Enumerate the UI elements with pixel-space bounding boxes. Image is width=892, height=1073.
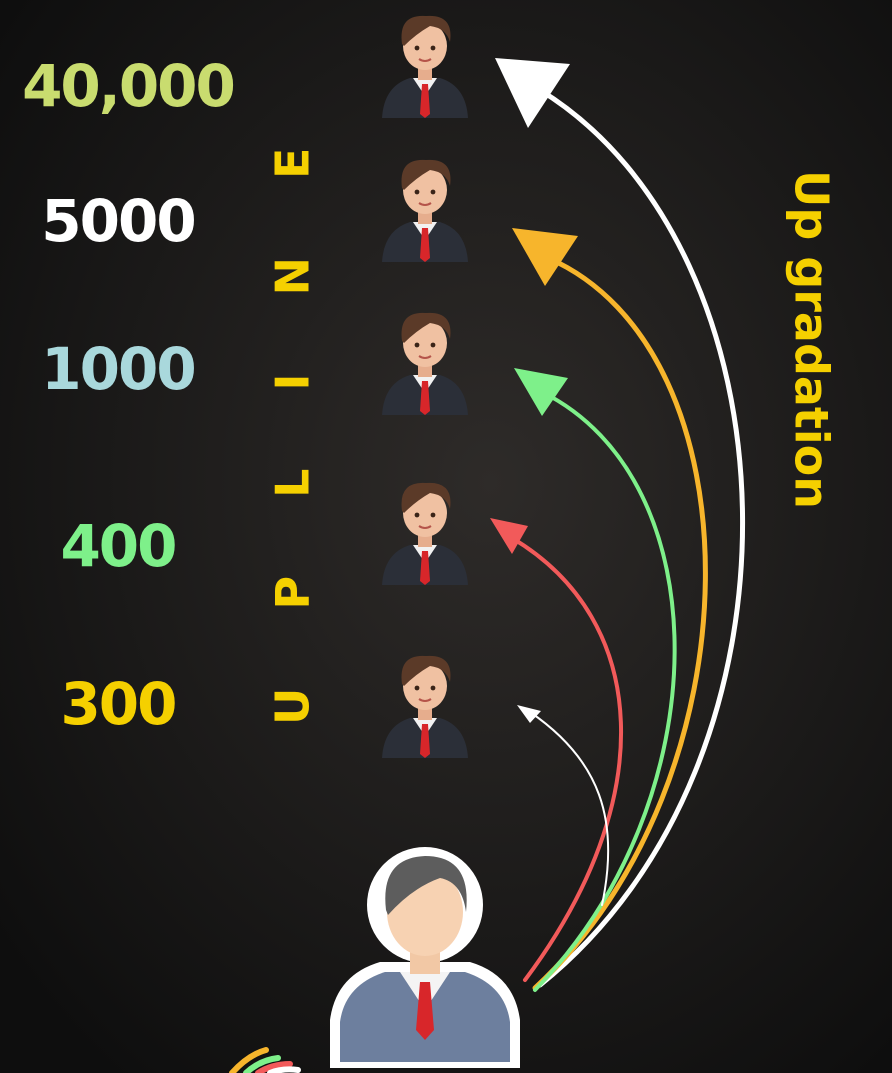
amount: 1000 [41,335,194,403]
amount: 5000 [41,187,194,255]
vertical-word: UPLINE [266,70,320,725]
side-label: Up gradation [785,170,839,509]
amount: 400 [60,512,175,580]
amount: 300 [60,670,175,738]
diagram: 40,000 5000 1000 400 300 UPLINE Up grada… [0,0,892,1073]
page: 40,000 5000 1000 400 300 UPLINE Up grada… [0,0,892,1073]
amount: 40,000 [22,52,234,120]
